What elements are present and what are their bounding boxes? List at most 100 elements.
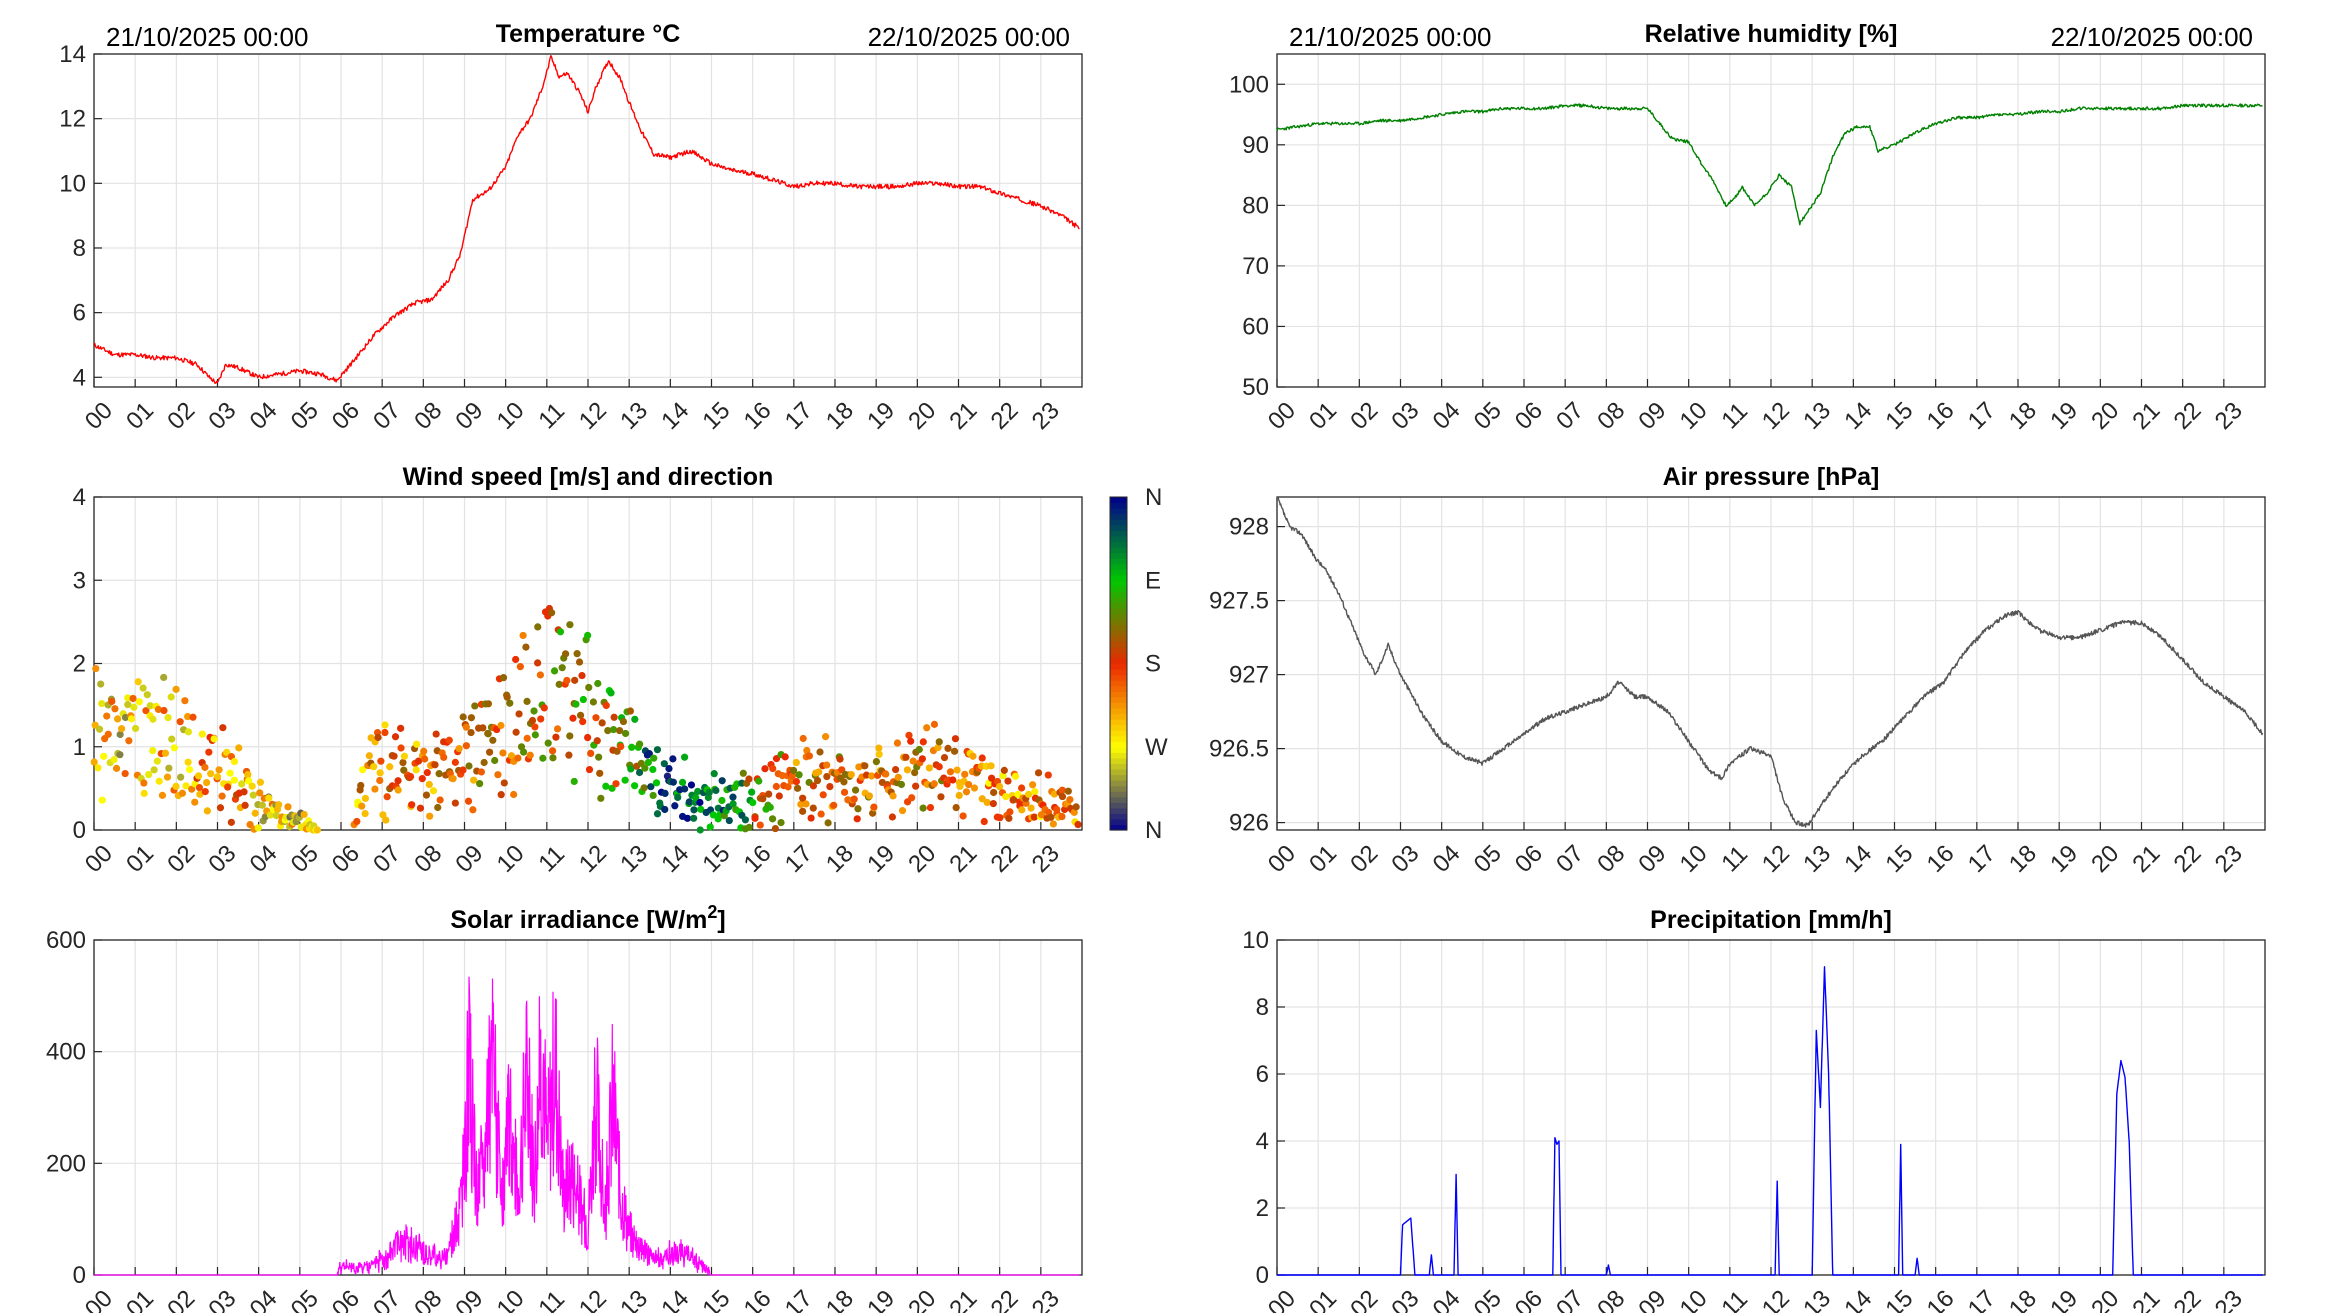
- wind-point: [413, 740, 421, 748]
- wind-point: [459, 766, 467, 774]
- colorbar-segment: [1110, 657, 1127, 665]
- wind-point: [647, 783, 655, 791]
- x-tick-label: 21: [944, 397, 982, 435]
- wind-point: [394, 786, 402, 794]
- wind-point: [556, 628, 565, 636]
- wind-point: [756, 821, 764, 829]
- x-tick-label: 15: [697, 1285, 735, 1313]
- x-tick-label: 09: [1633, 840, 1671, 878]
- wind-point: [902, 753, 910, 761]
- wind-point: [555, 680, 563, 688]
- wind-point: [573, 650, 581, 658]
- chart-title: Wind speed [m/s] and direction: [403, 463, 774, 491]
- wind-point: [455, 745, 463, 753]
- x-tick-label: 03: [203, 840, 241, 878]
- wind-point: [406, 772, 415, 781]
- wind-point: [712, 786, 720, 795]
- wind-point: [598, 719, 606, 727]
- wind-point: [996, 814, 1004, 822]
- wind-point: [164, 713, 172, 722]
- wind-point: [182, 782, 190, 790]
- wind-point: [597, 794, 605, 802]
- wind-point: [494, 771, 502, 779]
- y-tick-label: 100: [1229, 71, 1269, 98]
- wind-point: [935, 763, 943, 771]
- wind-point: [575, 658, 584, 666]
- wind-point: [807, 814, 815, 822]
- data-line: [1276, 103, 2263, 226]
- wind-point: [408, 801, 416, 809]
- wind-point: [784, 783, 792, 791]
- wind-point: [809, 804, 817, 812]
- wind-point: [1049, 820, 1057, 828]
- wind-point: [799, 794, 807, 802]
- wind-point: [595, 753, 603, 761]
- wind-point: [558, 664, 566, 672]
- x-tick-label: 10: [1675, 397, 1713, 435]
- wind-point: [103, 712, 111, 720]
- colorbar-label: W: [1145, 734, 1168, 761]
- colorbar-segment: [1110, 680, 1127, 687]
- wind-point: [1066, 795, 1074, 804]
- wind-point: [1074, 820, 1082, 829]
- wind-point: [951, 735, 960, 743]
- wind-point: [191, 798, 199, 806]
- wind-point: [956, 782, 964, 790]
- y-tick-label: 927: [1229, 662, 1269, 689]
- wind-point: [104, 730, 112, 738]
- wind-point: [585, 765, 594, 774]
- wind-point: [178, 789, 187, 797]
- wind-point: [445, 736, 453, 744]
- wind-point: [660, 760, 668, 768]
- wind-point: [429, 787, 438, 795]
- wind-point: [436, 796, 444, 804]
- wind-point: [680, 753, 689, 761]
- x-tick-label: 00: [1263, 397, 1301, 435]
- wind-point: [519, 748, 528, 756]
- wind-point: [898, 807, 907, 815]
- colorbar-segment: [1110, 724, 1127, 731]
- x-tick-label: 19: [2045, 397, 2083, 435]
- wind-point: [995, 782, 1004, 791]
- x-tick-label: 04: [1428, 397, 1466, 435]
- wind-point: [422, 791, 431, 799]
- wind-point: [681, 785, 689, 793]
- wind-point: [687, 781, 696, 789]
- wind-point: [519, 631, 527, 640]
- x-tick-label: 09: [450, 397, 488, 435]
- wind-point: [523, 697, 531, 706]
- wind-point: [514, 754, 522, 762]
- x-tick-label: 20: [2086, 840, 2124, 878]
- wind-point: [766, 803, 774, 811]
- x-tick-label: 18: [2004, 397, 2042, 435]
- wind-point: [792, 777, 801, 786]
- colorbar-label: E: [1145, 567, 1161, 594]
- colorbar-segment: [1110, 563, 1127, 570]
- wind-point: [365, 752, 373, 760]
- wind-point: [515, 710, 523, 718]
- wind-point: [244, 777, 253, 785]
- wind-point: [451, 799, 459, 807]
- wind-point: [803, 746, 811, 755]
- wind-point: [184, 728, 193, 736]
- y-tick-label: 8: [1256, 994, 1269, 1021]
- colorbar-frame: [1109, 496, 1128, 831]
- colorbar-segment: [1110, 497, 1127, 504]
- colorbar-segment: [1110, 552, 1127, 559]
- wind-point: [566, 621, 574, 629]
- wind-point: [440, 753, 448, 761]
- wind-point: [978, 754, 986, 762]
- x-tick-label: 05: [1469, 1285, 1507, 1313]
- x-tick-label: 19: [862, 1285, 900, 1313]
- wind-point: [160, 673, 168, 682]
- wind-point: [381, 721, 389, 729]
- x-tick-label: 03: [203, 1285, 241, 1313]
- wind-point: [499, 749, 507, 757]
- x-tick-label: 08: [1592, 397, 1630, 435]
- colorbar-segment: [1110, 696, 1127, 703]
- wind-point: [146, 702, 154, 710]
- wind-point: [390, 752, 398, 760]
- wind-point: [1005, 814, 1013, 822]
- wind-point: [370, 763, 378, 771]
- wind-point: [467, 714, 475, 722]
